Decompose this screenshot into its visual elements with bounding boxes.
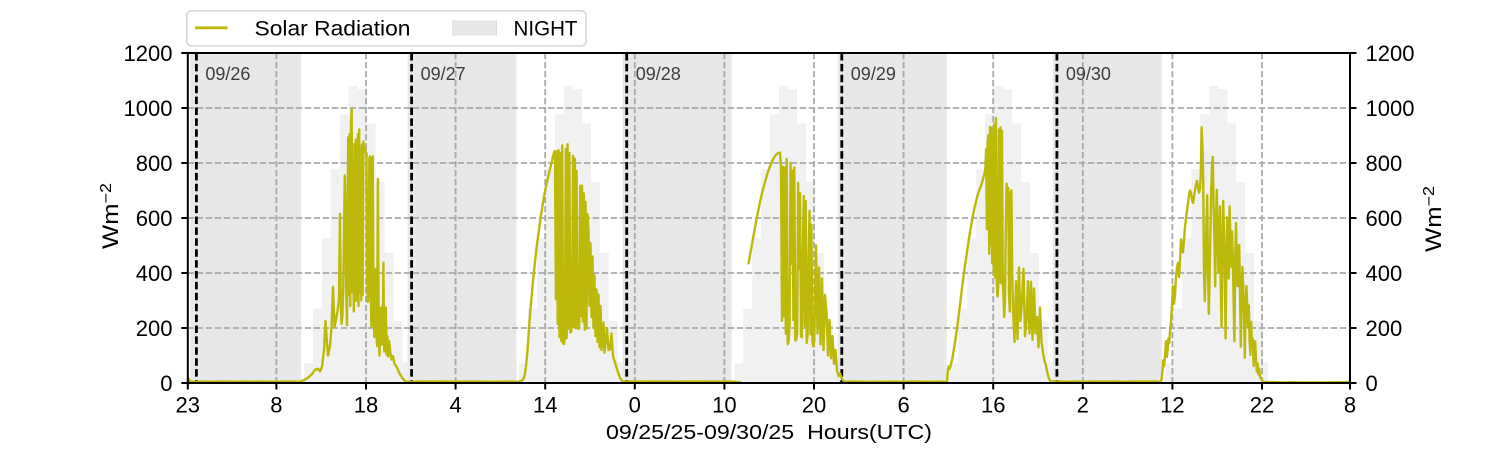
svg-text:200: 200 [1366, 316, 1403, 341]
svg-text:14: 14 [533, 393, 557, 418]
svg-text:18: 18 [354, 393, 378, 418]
svg-text:6: 6 [897, 393, 909, 418]
svg-text:10: 10 [712, 393, 736, 418]
svg-text:8: 8 [1344, 393, 1356, 418]
svg-text:09/28: 09/28 [636, 64, 681, 84]
svg-text:1000: 1000 [124, 96, 173, 121]
svg-text:1200: 1200 [124, 41, 173, 66]
svg-text:2: 2 [1077, 393, 1089, 418]
svg-text:Solar Radiation: Solar Radiation [255, 17, 411, 40]
svg-text:400: 400 [136, 261, 173, 286]
svg-text:1200: 1200 [1366, 41, 1415, 66]
svg-text:200: 200 [136, 316, 173, 341]
svg-text:1000: 1000 [1366, 96, 1415, 121]
svg-text:23: 23 [176, 393, 200, 418]
svg-text:09/30: 09/30 [1066, 64, 1111, 84]
svg-text:20: 20 [802, 393, 826, 418]
svg-text:09/25/25-09/30/25 Hours(UTC): 09/25/25-09/30/25 Hours(UTC) [606, 422, 932, 444]
svg-text:0: 0 [629, 393, 641, 418]
svg-text:4: 4 [449, 393, 461, 418]
svg-text:800: 800 [136, 151, 173, 176]
svg-text:09/29: 09/29 [851, 64, 896, 84]
svg-text:600: 600 [136, 206, 173, 231]
svg-text:09/26: 09/26 [205, 64, 250, 84]
svg-text:0: 0 [160, 371, 172, 396]
svg-text:09/27: 09/27 [421, 64, 466, 84]
svg-text:800: 800 [1366, 151, 1403, 176]
svg-text:12: 12 [1160, 393, 1184, 418]
svg-text:400: 400 [1366, 261, 1403, 286]
svg-text:22: 22 [1250, 393, 1274, 418]
svg-text:600: 600 [1366, 206, 1403, 231]
svg-text:8: 8 [270, 393, 282, 418]
svg-text:0: 0 [1366, 371, 1378, 396]
svg-text:16: 16 [981, 393, 1005, 418]
svg-text:NIGHT: NIGHT [514, 17, 578, 40]
